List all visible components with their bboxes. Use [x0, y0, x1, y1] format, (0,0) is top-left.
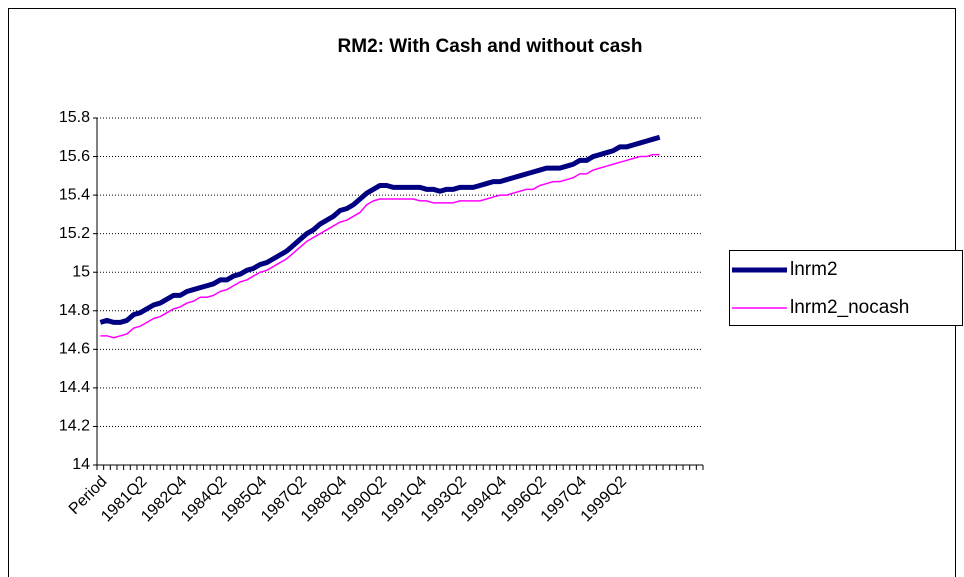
y-tick-label: 15.4: [59, 186, 90, 203]
series-line: [99, 134, 661, 325]
y-tick-label: 14.2: [59, 418, 90, 435]
series-line: [100, 153, 660, 339]
y-tick-label: 14.8: [59, 302, 90, 319]
y-tick-label: 14: [72, 456, 90, 473]
y-tick-label: 15: [72, 263, 90, 280]
legend-label: lnrm2_nocash: [790, 297, 909, 318]
y-tick-label: 15.8: [59, 109, 90, 126]
y-tick-label: 14.6: [59, 341, 90, 358]
legend-box: [729, 250, 963, 326]
y-tick-label: 14.4: [59, 379, 90, 396]
y-tick-label: 15.6: [59, 148, 90, 165]
legend-label: lnrm2: [790, 259, 838, 280]
y-tick-label: 15.2: [59, 225, 90, 242]
chart-title: RM2: With Cash and without cash: [338, 36, 643, 57]
